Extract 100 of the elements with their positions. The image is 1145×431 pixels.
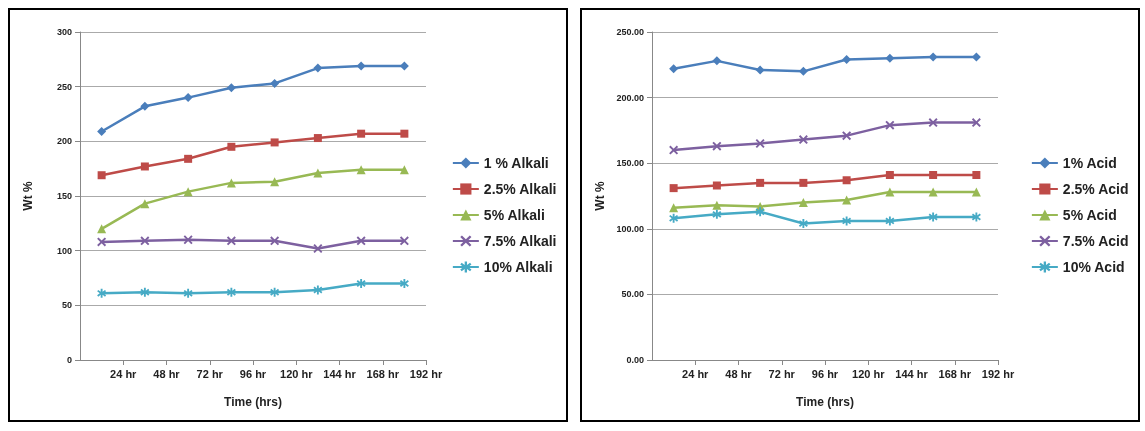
point xyxy=(669,184,678,193)
point xyxy=(97,126,107,136)
legend-label: 10% Acid xyxy=(1062,259,1125,275)
point xyxy=(270,138,279,147)
point xyxy=(928,212,938,222)
point xyxy=(756,178,765,187)
x-tick-label: 144 hr xyxy=(895,367,929,380)
x-tick-label: 168 hr xyxy=(366,367,400,380)
y-tick-label: 250 xyxy=(56,81,72,92)
point xyxy=(799,178,808,187)
point xyxy=(669,64,679,74)
y-axis-title: Wt % xyxy=(592,181,607,211)
legend-label: 2.5% Alkali xyxy=(483,181,557,197)
point xyxy=(669,145,679,155)
y-tick-label: 250.00 xyxy=(616,27,644,37)
x-tick-label: 144 hr xyxy=(323,367,357,380)
legend-label: 7.5% Acid xyxy=(1062,233,1129,249)
legend-label: 1 % Alkali xyxy=(483,155,549,171)
point xyxy=(184,154,193,163)
point xyxy=(313,134,322,143)
point xyxy=(140,101,150,111)
point xyxy=(712,181,721,190)
point xyxy=(712,56,722,66)
legend-label: 10% Alkali xyxy=(483,259,553,275)
point xyxy=(712,141,722,151)
point xyxy=(140,199,150,209)
point xyxy=(226,83,236,93)
point xyxy=(313,243,323,253)
y-tick-label: 50.00 xyxy=(621,289,644,300)
y-tick-label: 0 xyxy=(66,355,72,365)
point xyxy=(399,278,409,288)
point xyxy=(226,287,236,297)
point xyxy=(140,287,150,297)
point xyxy=(885,171,894,180)
y-tick-label: 0.00 xyxy=(626,355,644,365)
x-tick-label: 24 hr xyxy=(682,367,710,380)
x-tick-label: 192 hr xyxy=(409,367,443,380)
point xyxy=(270,287,280,297)
point xyxy=(313,285,323,295)
point xyxy=(183,288,193,298)
x-tick-label: 96 hr xyxy=(811,367,839,380)
y-tick-label: 200.00 xyxy=(616,92,644,103)
point xyxy=(972,171,981,180)
point xyxy=(798,198,808,208)
point xyxy=(356,236,366,246)
y-tick-label: 50 xyxy=(61,300,72,311)
point xyxy=(97,237,107,247)
point xyxy=(885,187,895,197)
point xyxy=(356,278,366,288)
point xyxy=(313,63,323,73)
point xyxy=(885,53,895,63)
point xyxy=(140,236,150,246)
legend-label: 5% Alkali xyxy=(483,207,545,223)
x-tick-label: 48 hr xyxy=(725,367,753,380)
point xyxy=(798,135,808,145)
x-tick-label: 72 hr xyxy=(768,367,796,380)
point xyxy=(712,200,722,210)
point xyxy=(928,52,938,62)
point xyxy=(227,142,236,151)
x-tick-label: 96 hr xyxy=(239,367,267,380)
point xyxy=(971,187,981,197)
point xyxy=(885,120,895,130)
point xyxy=(140,162,149,171)
y-axis-title: Wt % xyxy=(21,181,35,211)
point xyxy=(400,129,409,138)
point xyxy=(313,168,323,178)
x-tick-label: 48 hr xyxy=(153,367,181,380)
point xyxy=(270,236,280,246)
point xyxy=(971,212,981,222)
x-tick-label: 72 hr xyxy=(196,367,224,380)
y-tick-label: 300 xyxy=(56,27,72,37)
point xyxy=(842,55,852,65)
y-tick-label: 100 xyxy=(56,245,72,256)
point xyxy=(798,219,808,229)
x-axis-title: Time (hrs) xyxy=(796,395,854,409)
point xyxy=(183,93,193,103)
point xyxy=(270,78,280,88)
x-tick-label: 168 hr xyxy=(938,367,972,380)
x-axis-title: Time (hrs) xyxy=(224,395,282,409)
point xyxy=(669,213,679,223)
point xyxy=(842,216,852,226)
x-tick-label: 120 hr xyxy=(280,367,314,380)
legend-label: 1% Acid xyxy=(1062,155,1117,171)
point xyxy=(928,187,938,197)
y-tick-label: 100.00 xyxy=(616,223,644,234)
x-tick-label: 24 hr xyxy=(110,367,138,380)
y-tick-label: 150.00 xyxy=(616,158,644,169)
point xyxy=(971,118,981,128)
point xyxy=(712,209,722,219)
x-tick-label: 120 hr xyxy=(852,367,886,380)
point xyxy=(356,61,366,71)
point xyxy=(97,171,106,180)
point xyxy=(842,131,852,141)
point xyxy=(399,236,409,246)
point xyxy=(798,66,808,76)
point xyxy=(399,165,409,175)
point xyxy=(183,235,193,245)
y-tick-label: 200 xyxy=(56,136,72,147)
x-tick-label: 192 hr xyxy=(981,367,1015,380)
point xyxy=(97,288,107,298)
